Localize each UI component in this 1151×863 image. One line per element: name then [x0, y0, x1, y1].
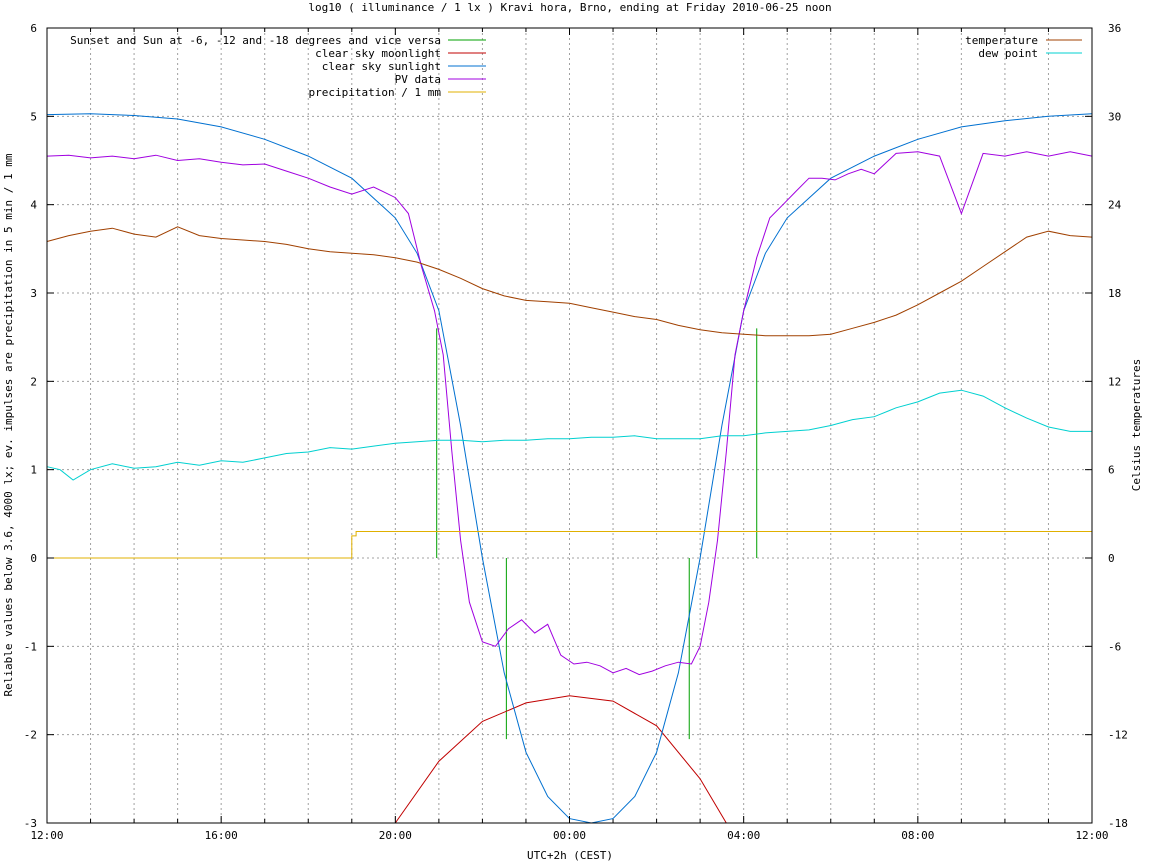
y-tick-label: 5 [30, 110, 37, 123]
series-precipitation-1-mm-line [47, 531, 1092, 559]
y2-tick-label: 30 [1108, 110, 1121, 123]
legend-right-label: temperature [965, 34, 1038, 47]
y-tick-label: 6 [30, 22, 37, 35]
y-axis-label: Reliable values below 3.6, 4000 lx; ev. … [2, 153, 15, 696]
x-tick-label: 12:00 [30, 829, 63, 842]
y2-tick-label: 0 [1108, 552, 1115, 565]
y2-tick-label: -12 [1108, 729, 1128, 742]
y2-tick-label: -6 [1108, 640, 1121, 653]
y2-tick-label: 6 [1108, 464, 1115, 477]
grid [47, 28, 1092, 823]
chart-title: log10 ( illuminance / 1 lx ) Kravi hora,… [308, 1, 831, 14]
x-tick-label: 08:00 [901, 829, 934, 842]
y2-tick-label: 12 [1108, 375, 1121, 388]
x-tick-label: 16:00 [205, 829, 238, 842]
y-tick-label: -1 [24, 640, 37, 653]
series-temperature-line [46, 226, 1093, 337]
y2-tick-label: 18 [1108, 287, 1121, 300]
series-clear-sky-moonlight-line [394, 695, 727, 824]
series-layer [46, 113, 1093, 824]
series-clear-sky-sunlight-line [46, 113, 1093, 824]
legend-left-label: precipitation / 1 mm [309, 86, 442, 99]
y2-tick-label: 24 [1108, 199, 1122, 212]
y2-axis-label: Celsius temperatures [1130, 359, 1143, 491]
legend-right-label: dew point [978, 47, 1038, 60]
y-tick-label: 4 [30, 199, 37, 212]
y-tick-label: 2 [30, 375, 37, 388]
series-dew-point-line [46, 389, 1092, 481]
legend-left-label: clear sky moonlight [315, 47, 441, 60]
x-tick-label: 20:00 [379, 829, 412, 842]
legend-left: Sunset and Sun at -6, -12 and -18 degree… [70, 34, 486, 99]
x-axis-label: UTC+2h (CEST) [527, 849, 613, 862]
y-tick-label: 3 [30, 287, 37, 300]
y2-tick-label: -18 [1108, 817, 1128, 830]
x-tick-label: 04:00 [727, 829, 760, 842]
legend-left-label: Sunset and Sun at -6, -12 and -18 degree… [70, 34, 441, 47]
y-tick-label: -3 [24, 817, 37, 830]
y-tick-label: 0 [30, 552, 37, 565]
y-tick-label: -2 [24, 729, 37, 742]
y-tick-label: 1 [30, 464, 37, 477]
legend-left-label: clear sky sunlight [322, 60, 441, 73]
x-tick-label: 00:00 [553, 829, 586, 842]
x-tick-label: 12:00 [1075, 829, 1108, 842]
y2-tick-label: 36 [1108, 22, 1121, 35]
series-pv-data-line [46, 151, 1093, 676]
legend-left-label: PV data [395, 73, 441, 86]
